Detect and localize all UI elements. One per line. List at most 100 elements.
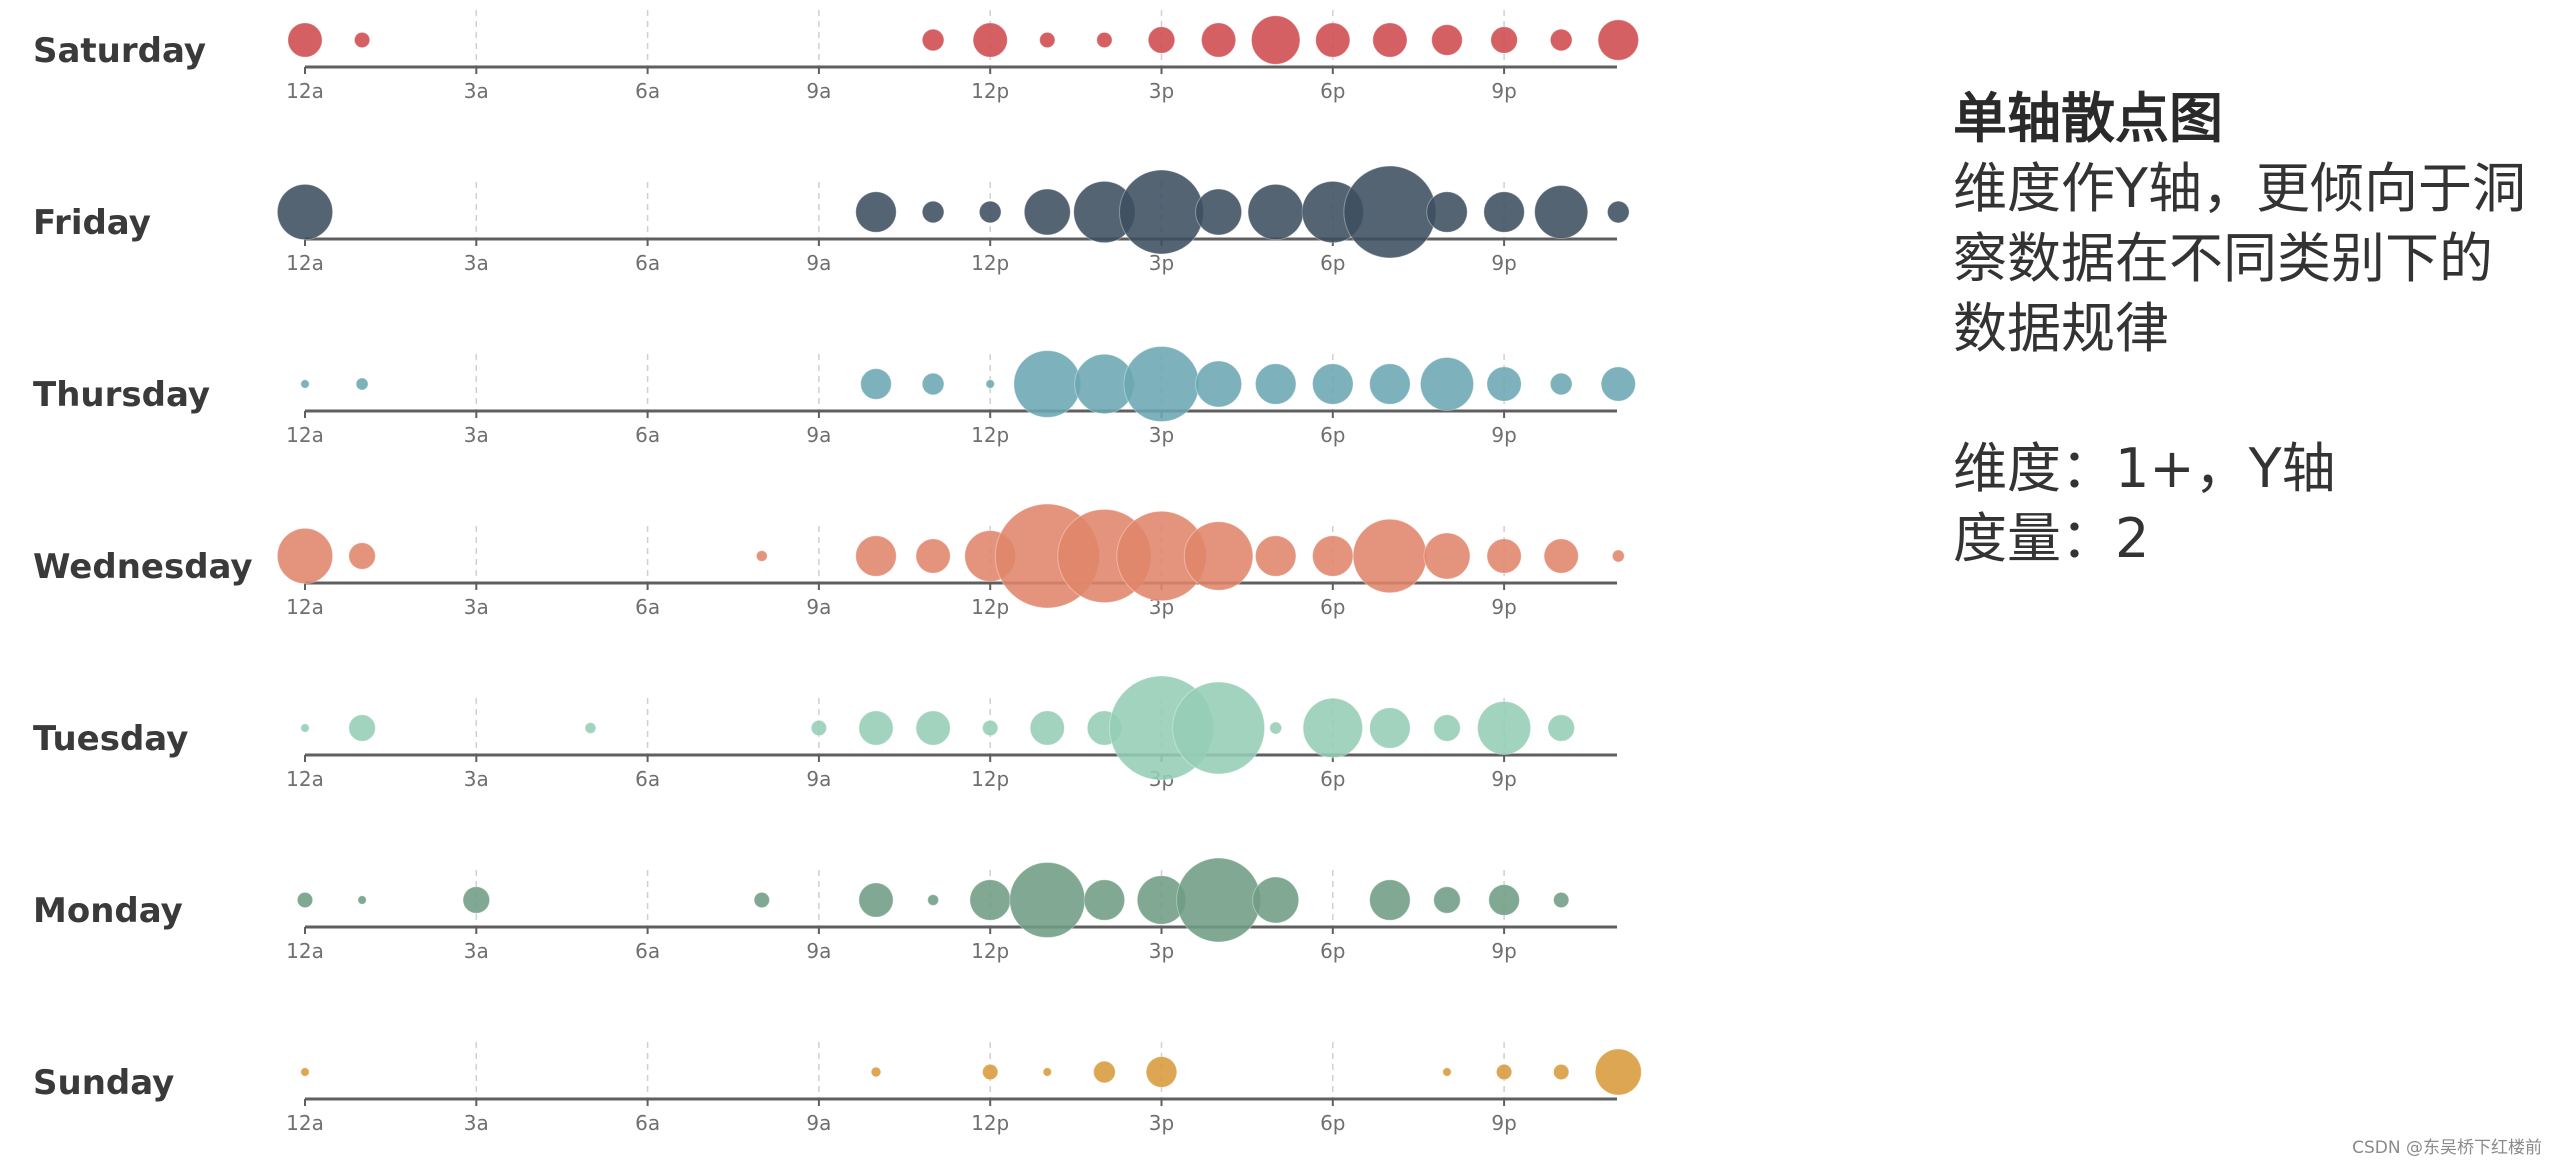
bubble-point xyxy=(982,719,999,737)
tick-label: 3p xyxy=(1149,423,1174,447)
bubble-point xyxy=(915,538,951,574)
tick-label: 6a xyxy=(635,423,660,447)
tick-label: 9p xyxy=(1491,767,1516,791)
tick-label: 12p xyxy=(971,939,1009,963)
day-label: Tuesday xyxy=(33,719,188,759)
tick-label: 12a xyxy=(286,595,324,619)
bubble-point xyxy=(357,895,367,905)
bubble-point xyxy=(1495,1063,1513,1081)
bubble-point xyxy=(858,882,894,918)
bubble-point xyxy=(1433,886,1461,914)
day-label: Friday xyxy=(33,203,151,243)
bubble-point xyxy=(1442,1067,1452,1077)
bubble-point xyxy=(1172,681,1266,775)
tick-label: 3a xyxy=(464,251,489,275)
bubble-point xyxy=(855,191,897,233)
bubble-point xyxy=(462,886,491,914)
bubble-point xyxy=(1013,350,1082,418)
tick-label: 12p xyxy=(971,251,1009,275)
tick-label: 9a xyxy=(806,423,831,447)
bubble-point xyxy=(1039,31,1056,49)
bubble-point xyxy=(1123,345,1200,423)
tick-label: 3a xyxy=(464,939,489,963)
bubble-point xyxy=(972,22,1008,58)
bubble-point xyxy=(1369,879,1411,921)
description-panel: 单轴散点图 维度作Y轴，更倾向于洞 察数据在不同类别下的 数据规律 维度：1+，… xyxy=(1953,84,2543,574)
bubble-point xyxy=(921,200,945,224)
bubble-point xyxy=(1352,518,1428,594)
bubble-point xyxy=(353,31,371,49)
day-row-friday: 12a 3a 6a 9a 12p 3p 6p 9p Friday xyxy=(33,165,1630,275)
tick-label: 12a xyxy=(286,939,324,963)
bubble-point xyxy=(1477,700,1532,756)
bubble-point xyxy=(870,1066,882,1078)
tick-label: 9a xyxy=(806,939,831,963)
tick-label: 6a xyxy=(635,939,660,963)
tick-label: 12p xyxy=(971,423,1009,447)
bubble-point xyxy=(810,719,828,737)
day-label: Wednesday xyxy=(33,547,253,587)
bubble-point xyxy=(1611,549,1625,563)
bubble-point xyxy=(985,379,995,389)
tick-label: 9p xyxy=(1491,251,1516,275)
tick-label: 6p xyxy=(1320,1111,1345,1135)
panel-measure-line: 度量：2 xyxy=(1953,507,2150,570)
tick-label: 12a xyxy=(286,251,324,275)
bubble-point xyxy=(969,879,1011,921)
single-axis-scatter-chart: 12a 3a 6a 9a 12p 3p 6p 9p Saturday 12a 3a 6a 9a 12p 3p… xyxy=(33,10,1642,1135)
bubble-point xyxy=(1119,169,1204,255)
tick-label: 12a xyxy=(286,1111,324,1135)
bubble-point xyxy=(982,1063,999,1081)
bubble-point xyxy=(1183,521,1254,591)
day-label: Thursday xyxy=(33,375,210,415)
bubble-point xyxy=(1549,372,1573,396)
tick-label: 9a xyxy=(806,79,831,103)
day-row-thursday: 12a 3a 6a 9a 12p 3p 6p 9p Thursday xyxy=(33,345,1636,447)
tick-label: 12a xyxy=(286,423,324,447)
bubble-point xyxy=(1606,200,1630,224)
tick-label: 9a xyxy=(806,767,831,791)
bubble-point xyxy=(1369,707,1411,749)
bubble-point xyxy=(1488,884,1520,916)
bubble-point xyxy=(860,368,892,400)
bubble-point xyxy=(1195,188,1243,236)
day-row-monday: 12a 3a 6a 9a 12p 3p 6p 9p Monday xyxy=(33,857,1617,963)
tick-label: 6a xyxy=(635,79,660,103)
bubble-point xyxy=(1423,532,1471,580)
bubble-point xyxy=(1312,363,1354,405)
bubble-point xyxy=(1023,188,1071,236)
bubble-point xyxy=(1176,857,1262,943)
panel-title: 单轴散点图 xyxy=(1953,87,2223,150)
bubble-point xyxy=(276,527,334,585)
bubble-point xyxy=(1433,714,1461,742)
bubble-point xyxy=(1315,22,1351,58)
bubble-point xyxy=(1195,360,1243,408)
bubble-point xyxy=(1600,366,1636,402)
watermark: CSDN @东吴桥下红楼前 xyxy=(2352,1138,2542,1158)
day-label: Sunday xyxy=(33,1063,174,1103)
bubble-point xyxy=(1093,1060,1116,1084)
tick-label: 12a xyxy=(286,79,324,103)
bubble-point xyxy=(1547,714,1575,742)
bubble-point xyxy=(1343,165,1437,259)
tick-label: 6a xyxy=(635,1111,660,1135)
tick-label: 6a xyxy=(635,251,660,275)
bubble-point xyxy=(584,722,597,734)
tick-label: 3p xyxy=(1149,939,1174,963)
bubble-point xyxy=(1254,363,1297,405)
tick-label: 6p xyxy=(1320,767,1345,791)
tick-label: 9a xyxy=(806,595,831,619)
bubble-point xyxy=(1247,183,1304,241)
tick-label: 6p xyxy=(1320,939,1345,963)
tick-label: 6p xyxy=(1320,423,1345,447)
bubble-point xyxy=(1269,721,1283,735)
bubble-point xyxy=(300,723,310,733)
bubble-point xyxy=(276,183,334,241)
panel-desc-line-1: 维度作Y轴，更倾向于洞 xyxy=(1953,157,2526,220)
bubble-point xyxy=(1145,1056,1178,1088)
bubble-point xyxy=(300,1067,310,1077)
bubble-point xyxy=(1483,191,1525,233)
tick-label: 6a xyxy=(635,595,660,619)
bubble-point xyxy=(296,891,314,909)
